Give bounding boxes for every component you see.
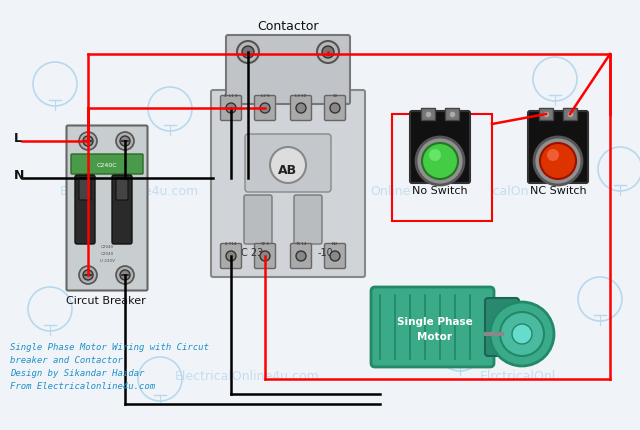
- Circle shape: [422, 144, 458, 180]
- Text: T2 5: T2 5: [260, 241, 269, 246]
- Text: ElectricalOnline4u.com: ElectricalOnline4u.com: [175, 369, 320, 382]
- Circle shape: [83, 270, 93, 280]
- Circle shape: [79, 133, 97, 150]
- Circle shape: [237, 42, 259, 64]
- Circle shape: [260, 252, 270, 261]
- FancyBboxPatch shape: [221, 96, 241, 121]
- Text: Contactor: Contactor: [257, 20, 319, 33]
- FancyBboxPatch shape: [67, 126, 147, 291]
- Text: NO: NO: [332, 241, 338, 246]
- Circle shape: [322, 47, 334, 59]
- Text: ElrctricalOnl: ElrctricalOnl: [480, 369, 556, 382]
- FancyBboxPatch shape: [294, 196, 322, 244]
- Text: From Electricalonline4u.com: From Electricalonline4u.com: [10, 381, 155, 390]
- FancyBboxPatch shape: [116, 178, 128, 200]
- Text: No Switch: No Switch: [412, 186, 468, 196]
- FancyBboxPatch shape: [211, 91, 365, 277]
- Text: L: L: [14, 132, 22, 144]
- Text: U 230V: U 230V: [99, 258, 115, 262]
- Circle shape: [512, 324, 532, 344]
- Circle shape: [330, 104, 340, 114]
- Circle shape: [120, 137, 130, 147]
- FancyBboxPatch shape: [563, 109, 577, 121]
- Circle shape: [296, 104, 306, 114]
- FancyBboxPatch shape: [445, 109, 459, 121]
- FancyBboxPatch shape: [291, 244, 312, 269]
- Bar: [392, 115, 492, 221]
- FancyBboxPatch shape: [291, 96, 312, 121]
- FancyBboxPatch shape: [421, 109, 435, 121]
- Text: icalOn: icalOn: [490, 184, 529, 197]
- FancyBboxPatch shape: [112, 175, 132, 244]
- Circle shape: [534, 138, 582, 186]
- Text: line4u.com: line4u.com: [130, 184, 199, 197]
- Circle shape: [317, 42, 339, 64]
- Circle shape: [79, 266, 97, 284]
- FancyBboxPatch shape: [221, 244, 241, 269]
- FancyBboxPatch shape: [226, 36, 350, 105]
- Text: AB: AB: [278, 163, 298, 176]
- Text: Motor: Motor: [417, 331, 452, 341]
- Text: breaker and Contactor: breaker and Contactor: [10, 355, 123, 364]
- Text: 10: 10: [332, 94, 337, 98]
- FancyBboxPatch shape: [244, 196, 272, 244]
- FancyBboxPatch shape: [539, 109, 553, 121]
- FancyBboxPatch shape: [245, 135, 331, 193]
- Circle shape: [226, 104, 236, 114]
- FancyBboxPatch shape: [528, 112, 588, 184]
- Circle shape: [547, 150, 559, 162]
- Text: Circut Breaker: Circut Breaker: [66, 295, 146, 305]
- FancyBboxPatch shape: [255, 96, 275, 121]
- Text: -10: -10: [318, 247, 333, 258]
- Text: 1  L1 0: 1 L1 0: [224, 94, 238, 98]
- Text: C2040: C2040: [100, 244, 114, 249]
- FancyBboxPatch shape: [255, 244, 275, 269]
- Text: T3 14: T3 14: [295, 241, 307, 246]
- Circle shape: [490, 302, 554, 366]
- FancyBboxPatch shape: [71, 155, 143, 175]
- Text: Single Phase Motor Wiring with Circut: Single Phase Motor Wiring with Circut: [10, 342, 209, 351]
- Text: C 23: C 23: [241, 247, 263, 258]
- Text: C240C: C240C: [97, 163, 117, 168]
- Text: Elec: Elec: [60, 184, 86, 197]
- Circle shape: [260, 104, 270, 114]
- Text: L3 10: L3 10: [296, 94, 307, 98]
- Text: N: N: [14, 169, 24, 181]
- Circle shape: [83, 137, 93, 147]
- Circle shape: [120, 270, 130, 280]
- Circle shape: [270, 147, 306, 184]
- FancyBboxPatch shape: [75, 175, 95, 244]
- Circle shape: [330, 252, 340, 261]
- FancyBboxPatch shape: [324, 96, 346, 121]
- Circle shape: [226, 252, 236, 261]
- Circle shape: [116, 133, 134, 150]
- Circle shape: [116, 266, 134, 284]
- FancyBboxPatch shape: [485, 298, 519, 356]
- Text: L2 S: L2 S: [260, 94, 269, 98]
- Text: Online: Online: [370, 184, 410, 197]
- FancyBboxPatch shape: [79, 178, 91, 200]
- Text: NC Switch: NC Switch: [530, 186, 586, 196]
- Circle shape: [242, 47, 254, 59]
- Circle shape: [500, 312, 544, 356]
- FancyBboxPatch shape: [371, 287, 494, 367]
- FancyBboxPatch shape: [410, 112, 470, 184]
- Circle shape: [429, 150, 441, 162]
- Text: Single Phase: Single Phase: [397, 316, 473, 326]
- Text: 2 T14: 2 T14: [225, 241, 237, 246]
- Circle shape: [296, 252, 306, 261]
- FancyBboxPatch shape: [324, 244, 346, 269]
- Circle shape: [540, 144, 576, 180]
- Text: Design by Sikandar Haidar: Design by Sikandar Haidar: [10, 368, 145, 377]
- Circle shape: [416, 138, 464, 186]
- Text: C2040: C2040: [100, 252, 114, 255]
